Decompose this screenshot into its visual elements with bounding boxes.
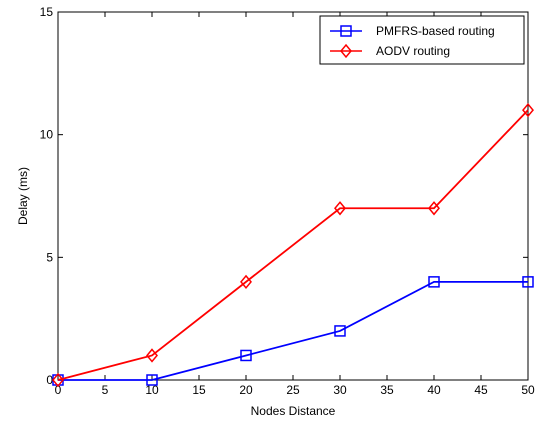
x-tick-label: 10	[145, 383, 159, 397]
x-tick-label: 25	[286, 383, 300, 397]
x-axis-ticks: 0 5 10 15 20 25 30 35 40 45 50	[55, 383, 535, 397]
data-point-pmfrs	[334, 325, 346, 337]
y-axis-label: Delay (ms)	[16, 167, 30, 225]
series-line-aodv	[57, 109, 529, 381]
data-point-aodv	[522, 102, 534, 118]
x-tick-label: 50	[521, 383, 535, 397]
legend-box	[319, 15, 525, 65]
x-tick-label: 40	[427, 383, 441, 397]
x-tick-label: 30	[333, 383, 347, 397]
legend-marker-pmfrs	[340, 25, 352, 37]
x-tick-label: 20	[239, 383, 253, 397]
y-tick-label: 0	[46, 373, 53, 387]
legend-marker-aodv	[340, 43, 352, 59]
x-tick-label: 5	[102, 383, 109, 397]
data-point-aodv	[146, 348, 158, 363]
y-axis-ticks: 0 5 10 15	[40, 5, 54, 387]
y-tick-label: 10	[40, 128, 54, 142]
data-point-pmfrs	[522, 276, 534, 288]
data-point-aodv	[240, 274, 252, 290]
x-tick-label: 15	[192, 383, 206, 397]
x-tick-label: 45	[474, 383, 488, 397]
plot-area	[57, 11, 529, 381]
x-axis-label: Nodes Distance	[251, 404, 336, 418]
series-aodv	[52, 102, 534, 388]
legend-label-pmfrs: PMFRS-based routing	[376, 24, 495, 38]
y-tick-label: 15	[40, 5, 54, 19]
data-point-aodv	[334, 201, 346, 216]
data-point-pmfrs	[428, 276, 440, 288]
x-tick-label: 35	[380, 383, 394, 397]
y-tick-label: 5	[46, 250, 53, 264]
data-point-pmfrs	[146, 374, 158, 386]
legend-label-aodv: AODV routing	[376, 44, 450, 58]
series-layer	[52, 102, 534, 388]
legend: PMFRS-based routing AODV routing	[319, 15, 525, 65]
data-point-aodv	[52, 372, 64, 388]
data-point-aodv	[428, 201, 440, 216]
data-point-pmfrs	[240, 349, 252, 362]
series-line-pmfrs	[58, 280, 528, 381]
x-tick-label: 0	[55, 383, 62, 397]
